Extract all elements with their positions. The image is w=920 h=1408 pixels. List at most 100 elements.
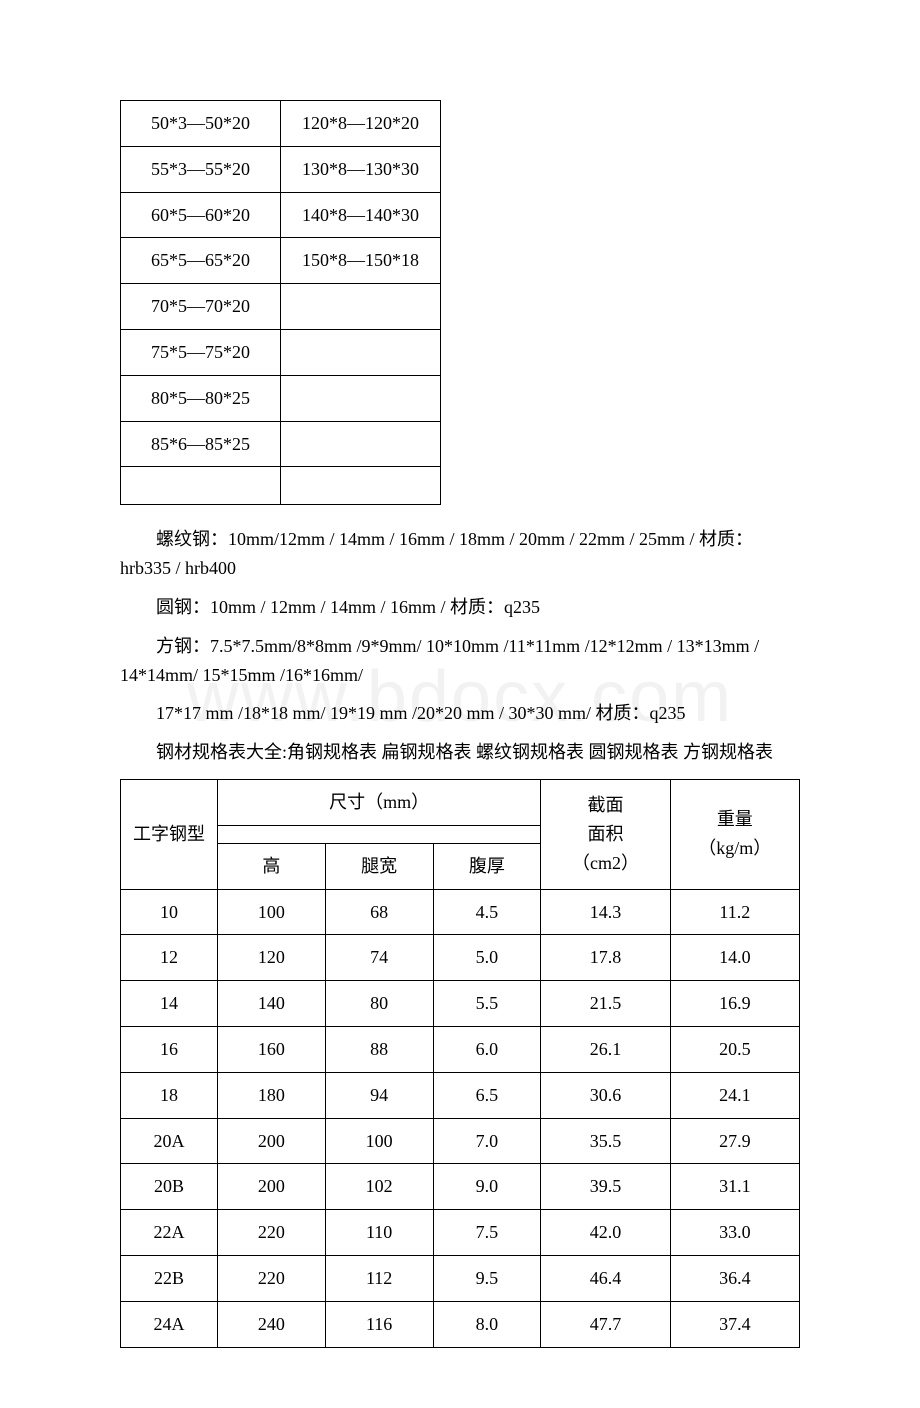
header-weight: 重量 （kg/m） <box>670 779 799 889</box>
table-cell: 14 <box>121 981 218 1027</box>
header-web-thick: 腹厚 <box>433 843 541 889</box>
table-cell: 180 <box>218 1072 326 1118</box>
header-area-line3: （cm2） <box>572 853 639 873</box>
i-beam-spec-table: 工字钢型 尺寸（mm） 截面 面积 （cm2） 重量 （kg/m） <box>120 779 800 1348</box>
table-cell: 9.0 <box>433 1164 541 1210</box>
table-row: 55*3—55*20130*8—130*30 <box>121 146 441 192</box>
rebar-spec-paragraph: 螺纹钢：10mm/12mm / 14mm / 16mm / 18mm / 20m… <box>120 525 800 583</box>
table-cell: 120 <box>218 935 326 981</box>
square-steel-spec-paragraph-2: 17*17 mm /18*18 mm/ 19*19 mm /20*20 mm /… <box>120 699 800 728</box>
header-leg-width: 腿宽 <box>325 843 433 889</box>
table-cell: 14.0 <box>670 935 799 981</box>
header-web-thick-text: 腹厚 <box>469 856 505 876</box>
table-cell: 140 <box>218 981 326 1027</box>
table-cell: 7.5 <box>433 1210 541 1256</box>
table-cell: 50*3—50*20 <box>121 101 281 147</box>
table-cell: 85*6—85*25 <box>121 421 281 467</box>
table-cell: 12 <box>121 935 218 981</box>
table-cell: 80*5—80*25 <box>121 375 281 421</box>
table-row <box>121 467 441 505</box>
table-cell: 140*8—140*30 <box>281 192 441 238</box>
table-cell: 240 <box>218 1301 326 1347</box>
table-cell: 11.2 <box>670 889 799 935</box>
flat-steel-size-table: 50*3—50*20120*8—120*2055*3—55*20130*8—13… <box>120 100 441 505</box>
table-cell <box>281 467 441 505</box>
table-cell: 20A <box>121 1118 218 1164</box>
table-cell: 55*3—55*20 <box>121 146 281 192</box>
round-steel-spec-text: 圆钢：10mm / 12mm / 14mm / 16mm / 材质：q235 <box>156 597 540 617</box>
table-cell: 80 <box>325 981 433 1027</box>
header-area-line2: 面积 <box>587 824 623 844</box>
table-cell: 26.1 <box>541 1026 670 1072</box>
table-cell: 110 <box>325 1210 433 1256</box>
table-cell: 27.9 <box>670 1118 799 1164</box>
table-cell: 9.5 <box>433 1255 541 1301</box>
table-row: 14140805.521.516.9 <box>121 981 800 1027</box>
table-cell: 30.6 <box>541 1072 670 1118</box>
table-row: 18180946.530.624.1 <box>121 1072 800 1118</box>
table-cell: 5.5 <box>433 981 541 1027</box>
rebar-spec-text: 螺纹钢：10mm/12mm / 14mm / 16mm / 18mm / 20m… <box>120 529 753 578</box>
square-steel-spec-paragraph: 方钢：7.5*7.5mm/8*8mm /9*9mm/ 10*10mm /11*1… <box>120 632 800 690</box>
table-cell <box>121 467 281 505</box>
header-area-line1: 截面 <box>587 795 623 815</box>
table-cell: 42.0 <box>541 1210 670 1256</box>
table-cell: 4.5 <box>433 889 541 935</box>
table-cell: 21.5 <box>541 981 670 1027</box>
table-row: 20A2001007.035.527.9 <box>121 1118 800 1164</box>
header-size-text: 尺寸（mm） <box>329 792 429 812</box>
table-cell: 18 <box>121 1072 218 1118</box>
table-row: 85*6—85*25 <box>121 421 441 467</box>
table-cell: 75*5—75*20 <box>121 329 281 375</box>
header-type-text: 工字钢型 <box>133 824 205 844</box>
square-steel-spec-text: 方钢：7.5*7.5mm/8*8mm /9*9mm/ 10*10mm /11*1… <box>120 636 759 685</box>
header-weight-line2: （kg/m） <box>698 838 771 858</box>
table-cell: 120*8—120*20 <box>281 101 441 147</box>
table-row: 24A2401168.047.737.4 <box>121 1301 800 1347</box>
table-cell: 16 <box>121 1026 218 1072</box>
header-type: 工字钢型 <box>121 779 218 889</box>
table-cell: 14.3 <box>541 889 670 935</box>
table-cell: 37.4 <box>670 1301 799 1347</box>
table-cell: 24A <box>121 1301 218 1347</box>
document-page: 50*3—50*20120*8—120*2055*3—55*20130*8—13… <box>0 0 920 1408</box>
table-cell: 220 <box>218 1210 326 1256</box>
table-cell: 200 <box>218 1118 326 1164</box>
table-cell: 36.4 <box>670 1255 799 1301</box>
steel-spec-title-text: 钢材规格表大全:角钢规格表 扁钢规格表 螺纹钢规格表 圆钢规格表 方钢规格表 <box>156 742 773 762</box>
table-cell: 7.0 <box>433 1118 541 1164</box>
table-cell: 220 <box>218 1255 326 1301</box>
table-cell: 112 <box>325 1255 433 1301</box>
table-row: 65*5—65*20150*8—150*18 <box>121 238 441 284</box>
table-cell: 33.0 <box>670 1210 799 1256</box>
table-cell: 100 <box>325 1118 433 1164</box>
table-cell <box>281 329 441 375</box>
table-cell: 20B <box>121 1164 218 1210</box>
table-cell: 46.4 <box>541 1255 670 1301</box>
table-cell: 70*5—70*20 <box>121 284 281 330</box>
table-cell: 68 <box>325 889 433 935</box>
table-cell: 22B <box>121 1255 218 1301</box>
table-cell: 65*5—65*20 <box>121 238 281 284</box>
table-row: 50*3—50*20120*8—120*20 <box>121 101 441 147</box>
header-area: 截面 面积 （cm2） <box>541 779 670 889</box>
steel-spec-title-paragraph: 钢材规格表大全:角钢规格表 扁钢规格表 螺纹钢规格表 圆钢规格表 方钢规格表 <box>120 738 800 767</box>
table-cell: 100 <box>218 889 326 935</box>
table-cell <box>281 284 441 330</box>
table-row: 60*5—60*20140*8—140*30 <box>121 192 441 238</box>
table-row: 10100684.514.311.2 <box>121 889 800 935</box>
table-cell: 6.0 <box>433 1026 541 1072</box>
table-cell: 130*8—130*30 <box>281 146 441 192</box>
header-size: 尺寸（mm） <box>218 779 541 825</box>
table-row: 12120745.017.814.0 <box>121 935 800 981</box>
table-cell: 31.1 <box>670 1164 799 1210</box>
table-cell: 35.5 <box>541 1118 670 1164</box>
table-cell: 88 <box>325 1026 433 1072</box>
header-leg-width-text: 腿宽 <box>361 856 397 876</box>
table-cell <box>281 421 441 467</box>
table-cell: 10 <box>121 889 218 935</box>
table-cell: 74 <box>325 935 433 981</box>
table-row: 22B2201129.546.436.4 <box>121 1255 800 1301</box>
table-row: 22A2201107.542.033.0 <box>121 1210 800 1256</box>
table-cell: 39.5 <box>541 1164 670 1210</box>
